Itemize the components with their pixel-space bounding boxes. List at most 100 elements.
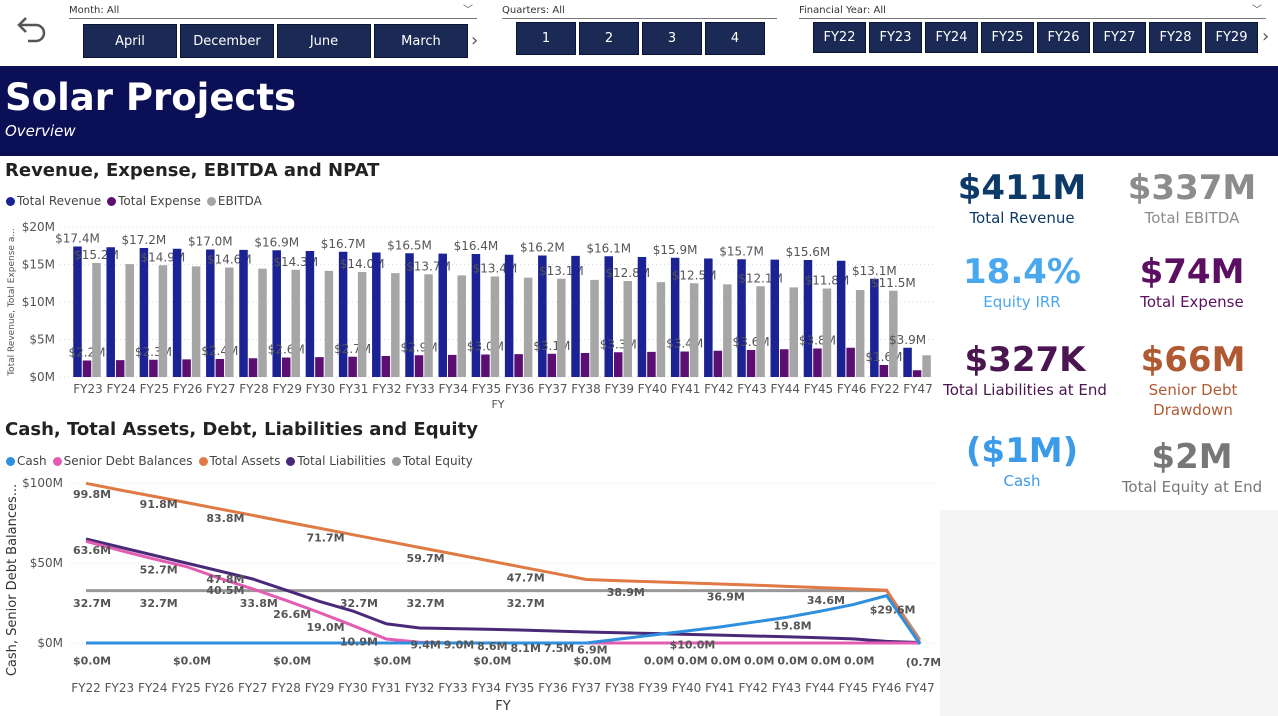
- bar-total-expense: [647, 351, 656, 377]
- bar-ebitda: [689, 283, 699, 377]
- quarter-tile[interactable]: 1: [516, 22, 576, 55]
- x-tick-label: FY31: [339, 382, 369, 396]
- legend-item[interactable]: Total Assets: [198, 454, 281, 468]
- data-label: 32.7M: [140, 597, 178, 610]
- x-tick-label: FY45: [839, 681, 869, 695]
- fy-tile[interactable]: FY24: [925, 22, 978, 53]
- top-bar: Month: All ﹀ April December June March › …: [0, 0, 1278, 66]
- fy-tile[interactable]: FY26: [1037, 22, 1090, 53]
- bar-total-expense: [447, 354, 457, 377]
- chevron-down-icon[interactable]: ﹀: [463, 5, 473, 16]
- data-label: 26.6M: [273, 608, 311, 621]
- data-label: 9.4M: [410, 639, 440, 652]
- data-label: $16.5M: [387, 238, 432, 252]
- data-label: $16.9M: [254, 235, 299, 249]
- x-tick-label: FY34: [472, 681, 502, 695]
- legend-item[interactable]: Total Expense: [107, 194, 201, 208]
- legend-label: Total Equity: [402, 454, 473, 468]
- x-tick-label: FY47: [903, 382, 933, 396]
- data-label: $17.0M: [188, 235, 233, 249]
- x-tick-label: FY28: [239, 382, 269, 396]
- data-label: 38.9M: [607, 586, 645, 599]
- quarter-tile[interactable]: 4: [705, 22, 765, 55]
- quarter-tile[interactable]: 2: [579, 22, 639, 55]
- bar-ebitda: [855, 290, 865, 377]
- bar-total-revenue: [637, 257, 647, 377]
- legend-label: Senior Debt Balances: [63, 454, 193, 468]
- x-tick-label: FY47: [905, 681, 935, 695]
- data-label: $11.5M: [871, 276, 916, 290]
- x-tick-label: FY23: [73, 382, 103, 396]
- fy-tile[interactable]: FY25: [981, 22, 1034, 53]
- legend-dot: [286, 456, 296, 466]
- kpi-value: 18.4%: [963, 252, 1081, 292]
- bar-total-expense: [580, 353, 590, 377]
- quarter-tile[interactable]: 3: [642, 22, 702, 55]
- quarters-slicer-header[interactable]: Quarters: All: [502, 4, 777, 19]
- x-tick-label: FY32: [405, 681, 435, 695]
- quarters-slicer-title: Quarters: All: [502, 5, 565, 16]
- chart1-legend: Total Revenue Total Expense EBITDA: [6, 194, 262, 208]
- fy-tile[interactable]: FY22: [813, 22, 866, 53]
- bar-total-revenue: [206, 249, 215, 377]
- bar-ebitda: [92, 263, 101, 377]
- x-tick-label: FY39: [604, 382, 634, 396]
- data-label: 9.0M: [444, 639, 474, 652]
- legend-dot: [6, 456, 15, 466]
- data-label: 32.7M: [407, 597, 445, 610]
- kpi-value: $66M: [1140, 340, 1246, 380]
- data-label: 32.7M: [340, 597, 378, 610]
- x-tick-label: FY40: [672, 681, 702, 695]
- financial-year-slicer-header[interactable]: Financial Year: All ﹀: [799, 4, 1266, 19]
- bar-total-expense: [414, 355, 424, 377]
- x-tick-label: FY46: [872, 681, 902, 695]
- x-axis-title: FY: [495, 699, 510, 714]
- bar-total-expense: [481, 354, 490, 377]
- fy-tile[interactable]: FY27: [1093, 22, 1146, 53]
- kpi-label: Total Equity at End: [1121, 478, 1263, 496]
- x-tick-label: FY44: [805, 681, 835, 695]
- month-tile[interactable]: March: [374, 24, 468, 58]
- x-tick-label: FY35: [472, 382, 502, 396]
- month-next-icon[interactable]: ›: [471, 30, 479, 51]
- bar-total-revenue: [770, 259, 780, 377]
- fy-next-icon[interactable]: ›: [1262, 26, 1270, 47]
- fy-tile[interactable]: FY28: [1149, 22, 1202, 53]
- legend-item[interactable]: Total Revenue: [6, 194, 101, 208]
- chevron-down-icon[interactable]: ﹀: [1252, 5, 1262, 16]
- month-slicer: Month: All ﹀: [69, 4, 477, 19]
- bar-total-expense: [680, 351, 689, 377]
- legend-item[interactable]: Senior Debt Balances: [52, 454, 193, 468]
- x-tick-label: FY43: [772, 681, 802, 695]
- bar-total-revenue: [538, 255, 547, 377]
- data-label: $15.6M: [786, 245, 831, 259]
- month-slicer-header[interactable]: Month: All ﹀: [69, 4, 477, 19]
- month-tile[interactable]: June: [277, 24, 371, 58]
- data-label: $15.9M: [653, 243, 698, 257]
- legend-dot: [52, 456, 62, 466]
- legend-item[interactable]: Total Liabilities: [286, 454, 386, 468]
- bar-ebitda: [324, 270, 334, 377]
- back-icon[interactable]: [14, 12, 50, 48]
- month-tile[interactable]: December: [180, 24, 274, 58]
- bar-ebitda: [590, 279, 599, 377]
- fy-tile[interactable]: FY29: [1205, 22, 1258, 53]
- legend-label: Total Expense: [118, 194, 201, 208]
- kpi-card: $411M Total Revenue: [937, 168, 1107, 228]
- bar-ebitda: [291, 269, 300, 377]
- legend-item[interactable]: Cash: [6, 454, 47, 468]
- legend-item[interactable]: Total Equity: [391, 454, 473, 468]
- kpi-label: Cash: [1003, 472, 1041, 490]
- legend-item[interactable]: EBITDA: [206, 194, 262, 208]
- fy-tile[interactable]: FY23: [869, 22, 922, 53]
- bar-ebitda: [822, 288, 832, 377]
- line-total-equity: [86, 589, 922, 641]
- data-label: 10.9M: [340, 635, 378, 648]
- y-tick-label: $100M: [22, 476, 63, 490]
- legend-label: Total Assets: [209, 454, 281, 468]
- kpi-card: ($1M) Cash: [937, 431, 1107, 491]
- month-tile[interactable]: April: [83, 24, 177, 58]
- y-axis-title: Total Revenue, Total Expense a...: [7, 228, 17, 377]
- bar-ebitda: [656, 282, 666, 377]
